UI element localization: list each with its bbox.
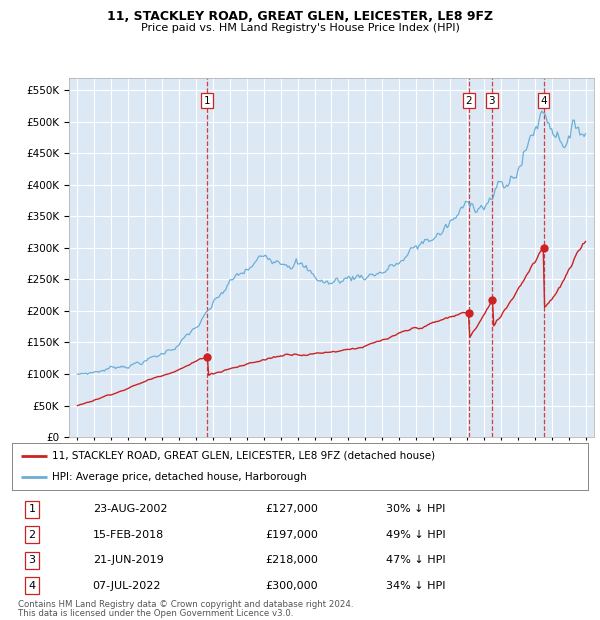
- Text: HPI: Average price, detached house, Harborough: HPI: Average price, detached house, Harb…: [52, 472, 307, 482]
- Text: 47% ↓ HPI: 47% ↓ HPI: [386, 556, 446, 565]
- Text: 34% ↓ HPI: 34% ↓ HPI: [386, 581, 446, 591]
- Text: £300,000: £300,000: [265, 581, 318, 591]
- Text: 1: 1: [29, 504, 35, 514]
- Text: 30% ↓ HPI: 30% ↓ HPI: [386, 504, 446, 514]
- Text: 15-FEB-2018: 15-FEB-2018: [92, 529, 164, 540]
- Text: 4: 4: [540, 96, 547, 106]
- Text: 49% ↓ HPI: 49% ↓ HPI: [386, 529, 446, 540]
- Text: 07-JUL-2022: 07-JUL-2022: [92, 581, 161, 591]
- Text: £127,000: £127,000: [265, 504, 319, 514]
- Text: 1: 1: [203, 96, 210, 106]
- Text: 2: 2: [29, 529, 36, 540]
- Text: 21-JUN-2019: 21-JUN-2019: [92, 556, 163, 565]
- Text: 23-AUG-2002: 23-AUG-2002: [92, 504, 167, 514]
- Text: 11, STACKLEY ROAD, GREAT GLEN, LEICESTER, LE8 9FZ (detached house): 11, STACKLEY ROAD, GREAT GLEN, LEICESTER…: [52, 451, 436, 461]
- Text: 11, STACKLEY ROAD, GREAT GLEN, LEICESTER, LE8 9FZ: 11, STACKLEY ROAD, GREAT GLEN, LEICESTER…: [107, 10, 493, 23]
- Text: 2: 2: [466, 96, 472, 106]
- Text: Contains HM Land Registry data © Crown copyright and database right 2024.: Contains HM Land Registry data © Crown c…: [18, 600, 353, 609]
- Text: Price paid vs. HM Land Registry's House Price Index (HPI): Price paid vs. HM Land Registry's House …: [140, 23, 460, 33]
- Text: 4: 4: [29, 581, 36, 591]
- Text: £218,000: £218,000: [265, 556, 319, 565]
- Text: 3: 3: [488, 96, 495, 106]
- Text: This data is licensed under the Open Government Licence v3.0.: This data is licensed under the Open Gov…: [18, 609, 293, 618]
- Text: £197,000: £197,000: [265, 529, 319, 540]
- Text: 3: 3: [29, 556, 35, 565]
